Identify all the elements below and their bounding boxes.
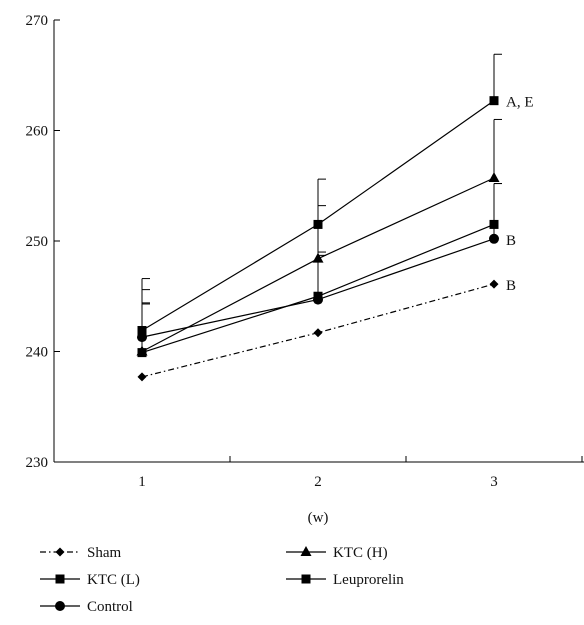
legend-marker [56,548,65,557]
data-point [313,253,324,263]
axes: 230 240 250 260 270 1 2 3 (w) [26,13,584,526]
x-axis-label: (w) [308,510,329,526]
legend-label: KTC (L) [87,572,140,588]
y-tick-label: 270 [26,13,49,29]
y-tick-label: 240 [26,345,49,361]
annotation-label: B [506,233,516,249]
series-ktc-h [137,119,503,355]
data-point [490,280,499,289]
y-tick-label: 250 [26,234,49,250]
x-tick-label: 2 [314,474,322,490]
x-tick-label: 3 [490,474,498,490]
legend-marker [55,601,65,611]
legend-item: Control [40,599,133,615]
series-control [137,184,502,343]
series-group [137,54,503,381]
legend-label: Control [87,599,133,615]
legend-item: Sham [40,545,122,561]
annotation-label: A, E [506,95,534,111]
legend: Sham KTC (L) Control KTC (H) Leuprorelin [40,545,404,615]
legend-label: Sham [87,545,122,561]
legend-marker [302,575,311,584]
legend-item: KTC (H) [286,545,388,561]
legend-label: Leuprorelin [333,572,404,588]
x-tick-label: 1 [138,474,146,490]
data-point [314,328,323,337]
data-point [313,295,323,305]
data-point [489,234,499,244]
data-point [138,372,147,381]
legend-marker [56,575,65,584]
annotation-label: B [506,278,516,294]
data-point [490,96,499,105]
annotations: A, E B B [506,95,534,294]
data-point [489,172,500,182]
legend-item: KTC (L) [40,572,140,588]
y-tick-label: 260 [26,124,49,140]
legend-label: KTC (H) [333,545,388,561]
y-tick-label: 230 [26,455,49,471]
legend-marker [301,546,312,556]
data-point [314,220,323,229]
legend-item: Leuprorelin [286,572,404,588]
data-point [138,326,147,335]
